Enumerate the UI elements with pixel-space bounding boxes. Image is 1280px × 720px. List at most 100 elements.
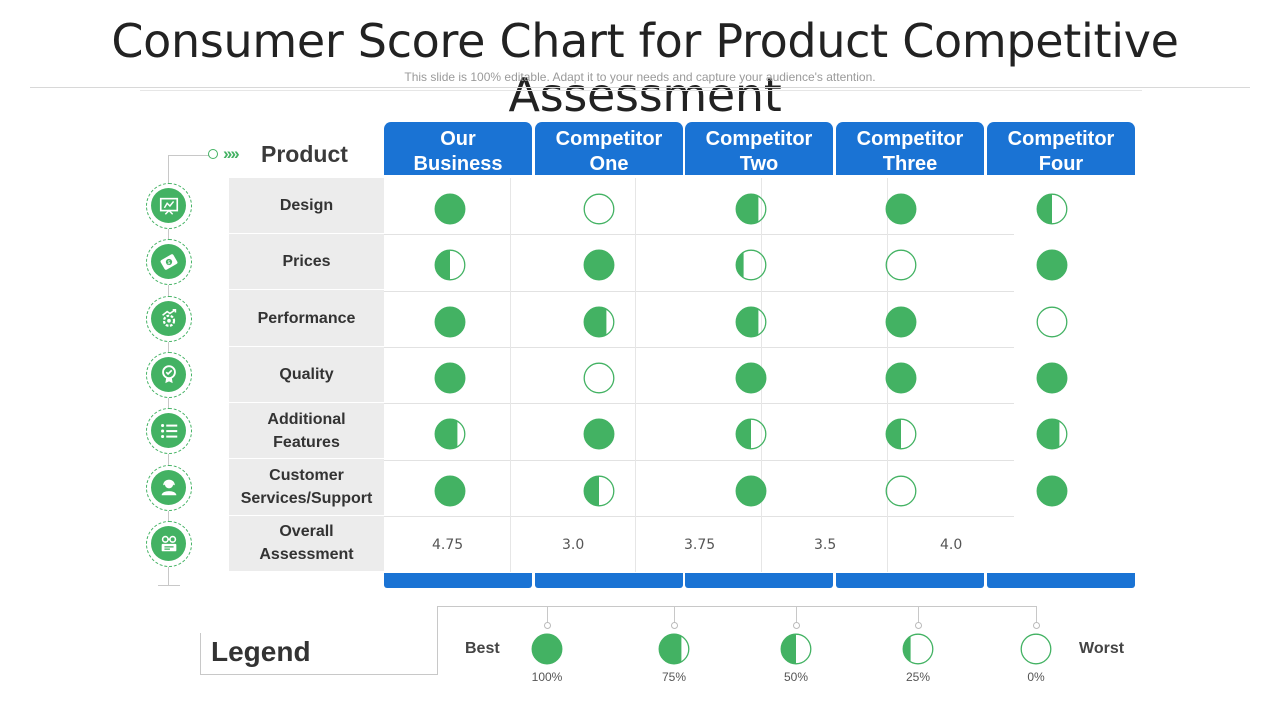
row-label-background bbox=[229, 178, 384, 572]
row-label: Additional Features bbox=[229, 403, 384, 460]
legend-stem-dot bbox=[915, 622, 922, 629]
column-header: Competitor Three bbox=[836, 122, 984, 175]
row-label: Overall Assessment bbox=[229, 516, 384, 572]
overall-score: 4.75 bbox=[432, 537, 464, 553]
overall-score: 4.0 bbox=[940, 537, 963, 553]
row-divider bbox=[384, 403, 1014, 405]
row-label: Quality bbox=[229, 347, 384, 403]
rating-circle bbox=[434, 249, 466, 281]
rating-circle bbox=[735, 475, 767, 507]
column-header-line1: Our bbox=[440, 128, 476, 150]
row-icon-badge bbox=[146, 464, 192, 511]
column-header-line1: Competitor bbox=[1007, 128, 1115, 150]
row-icon-badge: $ bbox=[146, 239, 192, 286]
rating-circle bbox=[885, 193, 917, 225]
timeline-node-dot bbox=[208, 149, 218, 159]
product-label: Product bbox=[261, 141, 348, 167]
row-divider bbox=[384, 290, 1014, 292]
rating-circle bbox=[583, 306, 615, 338]
row-divider bbox=[384, 234, 1014, 236]
column-header-line2: One bbox=[589, 153, 629, 175]
column-header: Competitor Four bbox=[987, 122, 1135, 175]
row-icon-badge bbox=[146, 351, 192, 398]
legend-stem bbox=[674, 606, 675, 626]
rating-circle bbox=[434, 475, 466, 507]
column-header-line1: Competitor bbox=[555, 128, 663, 150]
column-footer-bar bbox=[987, 573, 1135, 588]
column-header-line2: Four bbox=[1038, 153, 1084, 175]
legend-rating-circle bbox=[531, 633, 563, 665]
rating-circle bbox=[735, 362, 767, 394]
legend-rating-circle bbox=[780, 633, 812, 665]
quality-badge-icon bbox=[151, 356, 186, 392]
rating-circle bbox=[434, 418, 466, 450]
title-divider bbox=[30, 87, 1250, 88]
rating-circle bbox=[583, 362, 615, 394]
assessment-glasses-icon bbox=[151, 525, 186, 561]
column-header: Our Business bbox=[384, 122, 532, 175]
column-header: Competitor Two bbox=[685, 122, 833, 175]
performance-gear-icon bbox=[151, 300, 186, 336]
rating-circle bbox=[1036, 475, 1068, 507]
column-header-line2: Two bbox=[739, 153, 779, 175]
legend-connector-vertical bbox=[437, 606, 438, 675]
legend-worst-label: Worst bbox=[1079, 640, 1125, 657]
rating-circle bbox=[434, 193, 466, 225]
rating-circle bbox=[1036, 249, 1068, 281]
money-icon: $ bbox=[151, 244, 186, 280]
feature-list-icon bbox=[151, 413, 186, 449]
rating-circle bbox=[885, 306, 917, 338]
overall-score: 3.75 bbox=[684, 537, 716, 553]
rating-circle bbox=[735, 306, 767, 338]
chevrons-right-icon: ›››› bbox=[223, 144, 240, 163]
rating-circle bbox=[885, 418, 917, 450]
legend-stem bbox=[918, 606, 919, 626]
rating-circle bbox=[735, 249, 767, 281]
row-divider bbox=[384, 459, 1014, 461]
legend-percent-label: 25% bbox=[905, 670, 931, 684]
row-divider bbox=[384, 515, 1014, 517]
column-header-line2: Business bbox=[413, 153, 503, 175]
timeline-horizontal-line bbox=[168, 155, 210, 156]
rating-circle bbox=[434, 362, 466, 394]
rating-circle bbox=[735, 193, 767, 225]
column-header: Competitor One bbox=[535, 122, 683, 175]
column-divider bbox=[635, 178, 636, 572]
svg-text:$: $ bbox=[167, 260, 170, 266]
legend-stem bbox=[796, 606, 797, 626]
support-agent-icon bbox=[151, 469, 186, 505]
row-icon-badge bbox=[146, 520, 192, 567]
legend-best-label: Best bbox=[465, 640, 500, 657]
legend-stem-dot bbox=[1033, 622, 1040, 629]
title-divider-secondary bbox=[140, 90, 1142, 91]
rating-circle bbox=[583, 418, 615, 450]
design-board-icon bbox=[151, 188, 186, 223]
rating-circle bbox=[885, 362, 917, 394]
row-label: Performance bbox=[229, 291, 384, 347]
legend-percent-label: 0% bbox=[1027, 670, 1045, 684]
rating-circle bbox=[1036, 306, 1068, 338]
legend-percent-label: 75% bbox=[661, 670, 687, 684]
legend-stem bbox=[1036, 606, 1037, 626]
legend-percent-label: 100% bbox=[531, 670, 563, 684]
rating-circle bbox=[1036, 193, 1068, 225]
row-label: Customer Services/Support bbox=[229, 460, 384, 516]
legend-stem-dot bbox=[544, 622, 551, 629]
row-icon-badge bbox=[146, 183, 192, 229]
legend-stem-dot bbox=[671, 622, 678, 629]
rating-circle bbox=[1036, 418, 1068, 450]
column-footer-bar bbox=[836, 573, 984, 588]
row-icon-badge bbox=[146, 295, 192, 342]
legend-title: Legend bbox=[211, 636, 311, 667]
legend-rating-circle bbox=[1020, 633, 1052, 665]
rating-circle bbox=[1036, 362, 1068, 394]
column-divider bbox=[510, 178, 511, 572]
slide-title: Consumer Score Chart for Product Competi… bbox=[111, 14, 1179, 122]
row-label: Prices bbox=[229, 234, 384, 291]
timeline-end-cap bbox=[158, 585, 180, 586]
rating-circle bbox=[583, 249, 615, 281]
legend-percent-label: 50% bbox=[783, 670, 809, 684]
column-footer-bar bbox=[535, 573, 683, 588]
column-header-line1: Competitor bbox=[705, 128, 813, 150]
legend-box bbox=[200, 633, 438, 675]
